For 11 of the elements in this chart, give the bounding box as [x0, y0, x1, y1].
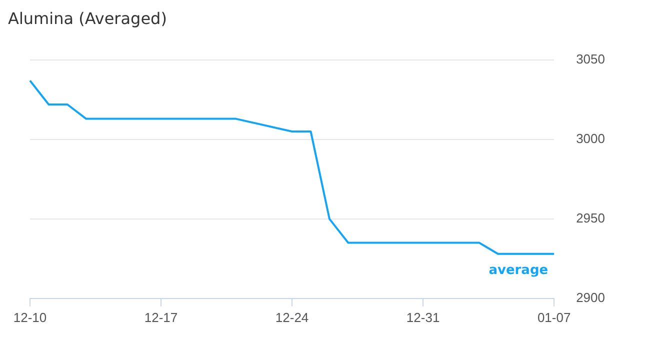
chart-title: Alumina (Averaged)	[8, 9, 167, 28]
series-label: average	[488, 262, 548, 278]
y-tick-label: 3000	[576, 131, 605, 146]
y-tick-label: 2950	[576, 210, 605, 226]
x-tick-label: 12-31	[406, 310, 440, 325]
y-tick-label: 3050	[576, 52, 605, 67]
x-tick-label: 12-24	[275, 310, 309, 325]
x-tick-label: 12-17	[144, 310, 178, 325]
y-tick-label: 2900	[576, 290, 605, 305]
x-tick-label: 01-07	[537, 310, 571, 325]
x-tick-label: 12-10	[13, 310, 47, 325]
